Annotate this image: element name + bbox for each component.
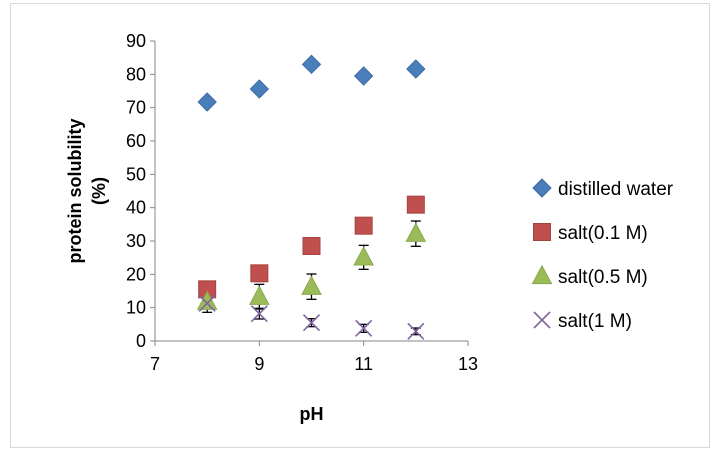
data-point	[197, 92, 217, 112]
data-point-stroke	[407, 322, 425, 340]
legend-label: distilled water	[558, 179, 674, 200]
data-point	[249, 285, 270, 305]
y-tick-label: 80	[126, 64, 146, 84]
legend-marker	[533, 311, 551, 329]
legend-label: salt(0.1 M)	[558, 223, 648, 244]
data-point	[353, 246, 374, 266]
x-axis-title: pH	[300, 404, 324, 424]
y-axis-title-line: (%)	[89, 177, 109, 205]
legend-label: salt(1 M)	[558, 311, 632, 332]
y-tick-label: 60	[126, 131, 146, 151]
data-point-stroke	[250, 305, 268, 323]
y-tick-label: 0	[136, 331, 146, 351]
axes: 0 10 20 30 40 50 60 70 80 90 7 9 11 13 pH protein solub…	[65, 31, 478, 424]
data-point-stroke	[302, 314, 321, 332]
data-point	[301, 54, 322, 75]
x-tick-label: 7	[150, 354, 160, 374]
y-tick-label: 70	[126, 98, 146, 118]
data-point	[196, 290, 218, 310]
x-tick-label: 13	[458, 354, 478, 374]
y-tick-label: 40	[126, 198, 146, 218]
y-tick-label: 50	[126, 164, 146, 184]
data-point	[407, 322, 425, 340]
y-tick-label: 20	[126, 264, 146, 284]
data-point	[355, 319, 373, 337]
data-point	[405, 222, 427, 242]
data-point	[250, 264, 269, 283]
data-point	[353, 66, 374, 86]
data-point	[302, 314, 321, 332]
x-tick-label: 11	[354, 354, 373, 374]
legend-label: salt(0.5 M)	[558, 267, 648, 288]
y-axis-title: protein solubility (%)	[65, 118, 109, 263]
data-point	[406, 195, 425, 214]
legend-marker	[531, 264, 553, 285]
data-point	[198, 294, 216, 312]
data-point	[301, 275, 322, 295]
data-marks	[196, 54, 427, 340]
legend-marker-stroke	[533, 311, 551, 329]
y-axis-title-line: protein solubility	[65, 118, 85, 263]
legend: distilled water salt(0.1 M) salt(0.5 M) sal…	[531, 178, 674, 332]
data-point	[354, 216, 373, 235]
y-tick-label: 90	[126, 31, 146, 51]
y-tick-label: 30	[126, 231, 146, 251]
chart-frame: 0 10 20 30 40 50 60 70 80 90 7 9 11 13 pH protein solub…	[10, 3, 710, 448]
data-point	[250, 305, 268, 323]
data-point	[406, 59, 426, 79]
data-point	[249, 79, 270, 99]
x-tick-label: 9	[254, 354, 264, 374]
data-point-stroke	[198, 294, 216, 312]
data-point	[302, 237, 321, 255]
data-point-stroke	[355, 319, 373, 337]
chart-svg: 0 10 20 30 40 50 60 70 80 90 7 9 11 13 pH protein solub…	[65, 31, 674, 424]
legend-marker	[532, 178, 552, 198]
y-tick-label: 10	[126, 298, 146, 318]
legend-marker	[533, 223, 551, 241]
